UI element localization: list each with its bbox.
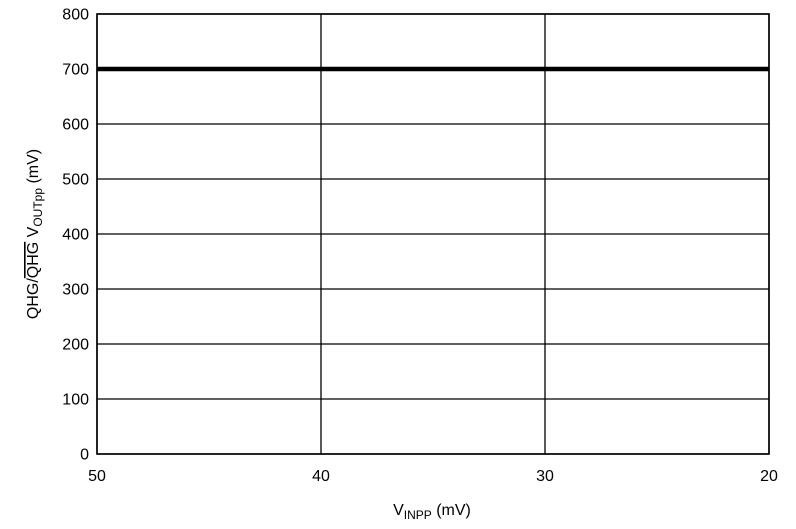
y-axis-label-overline: QHG: [25, 242, 42, 278]
grid: [96, 13, 770, 455]
x-tick-label-40: 40: [312, 468, 330, 485]
x-tick-label-50: 50: [88, 468, 106, 485]
x-tick-label-20: 20: [760, 468, 778, 485]
x-axis-label: VINPP (mV): [393, 502, 471, 522]
x-tick-label-30: 30: [536, 468, 554, 485]
x-axis-label-main: V: [393, 502, 404, 519]
y-tick-label-700: 700: [62, 62, 89, 79]
x-axis-label-subscript: INPP: [404, 508, 432, 522]
plot-area-border: [96, 13, 770, 455]
y-axis-label-unit: (mV): [25, 149, 42, 188]
y-tick-label-200: 200: [62, 337, 89, 354]
y-axis-label: QHG/QHG VOUTpp (mV): [25, 149, 45, 319]
y-axis-label-v: V: [25, 226, 42, 241]
y-tick-label-100: 100: [62, 392, 89, 409]
y-tick-label-800: 800: [62, 7, 89, 24]
y-tick-label-0: 0: [80, 447, 89, 464]
x-axis-label-unit: (mV): [432, 502, 471, 519]
y-tick-label-300: 300: [62, 282, 89, 299]
x-tick-labels: 50 40 30 20: [88, 468, 778, 485]
y-tick-labels: 0 100 200 300 400 500 600 700 800: [62, 7, 89, 464]
y-axis-label-prefix: QHG/: [25, 278, 42, 319]
plot-frame: [96, 13, 770, 455]
y-axis-label-subscript: OUTpp: [31, 188, 45, 227]
y-tick-label-500: 500: [62, 172, 89, 189]
y-tick-label-600: 600: [62, 117, 89, 134]
y-tick-label-400: 400: [62, 227, 89, 244]
